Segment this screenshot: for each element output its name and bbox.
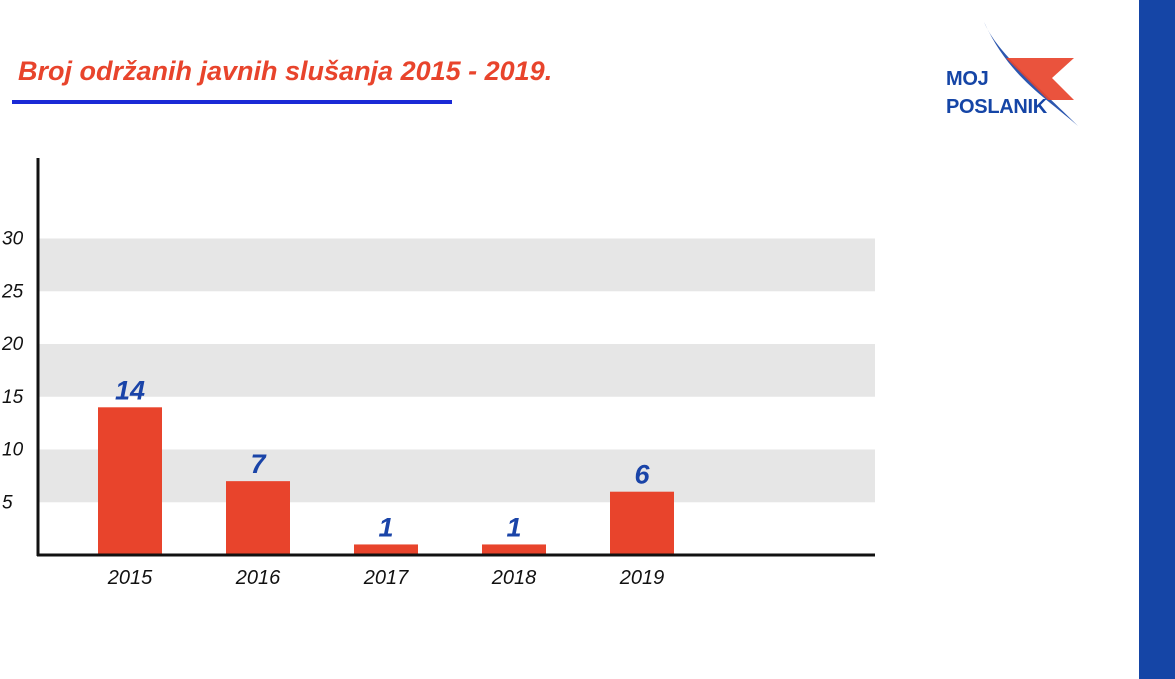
x-tick-label: 2019 [619, 567, 665, 589]
title-underline [12, 100, 452, 104]
bar-value-label: 7 [250, 449, 267, 479]
chart-title: Broj održanih javnih slušanja 2015 - 201… [18, 56, 553, 86]
bar-value-label: 1 [378, 512, 393, 542]
moj-poslanik-logo: MOJ POSLANIK [940, 18, 1090, 133]
bar [98, 407, 162, 555]
y-tick-label: 15 [2, 387, 24, 408]
x-tick-label: 2015 [107, 567, 153, 589]
y-tick-label: 25 [1, 281, 24, 302]
y-tick-label: 30 [2, 229, 24, 250]
logo-text-line2: POSLANIK [946, 96, 1047, 118]
x-tick-label: 2017 [363, 567, 409, 589]
x-tick-label: 2018 [491, 567, 537, 589]
y-tick-label: 5 [2, 492, 13, 513]
grid-band [38, 449, 875, 503]
bar [226, 481, 290, 555]
logo-mark-icon [984, 22, 1078, 126]
bar [482, 544, 546, 555]
grid-band [38, 344, 875, 397]
x-tick-label: 2016 [235, 567, 281, 589]
y-tick-label: 10 [2, 440, 24, 461]
y-tick-label: 20 [1, 334, 24, 355]
grid-band [38, 238, 875, 292]
bar-value-label: 1 [506, 512, 521, 542]
bar [354, 544, 418, 555]
bar [610, 491, 674, 555]
bar-value-label: 6 [634, 460, 650, 490]
logo-text-line1: MOJ [946, 68, 989, 90]
right-accent-stripe [1139, 0, 1175, 679]
bar-value-label: 14 [115, 375, 145, 405]
